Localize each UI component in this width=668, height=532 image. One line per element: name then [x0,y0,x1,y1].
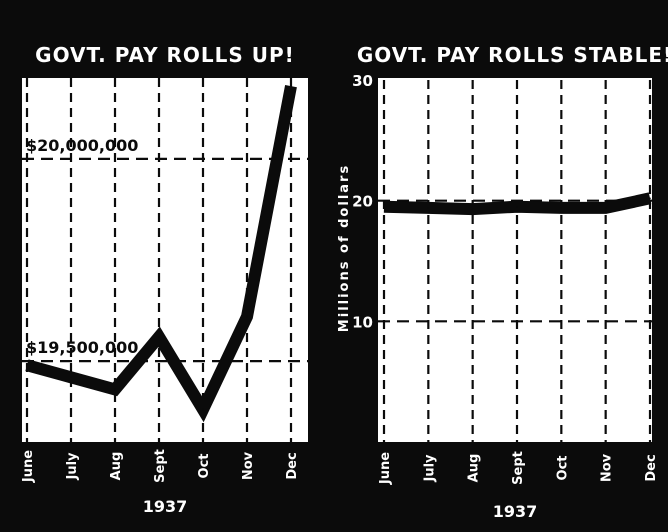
left-reference-label: $20,000,000 [26,136,138,155]
right-x-tick-label: July [422,454,437,483]
left-data-point [158,336,160,338]
left-chart-title: GOVT. PAY ROLLS UP! [35,43,295,67]
right-data-point [560,207,563,209]
right-data-point [604,207,607,209]
right-x-tick-label: Sept [511,451,526,485]
left-reference-label: $19,500,000 [26,338,138,357]
right-x-axis-label: 1937 [493,502,538,521]
left-data-point [114,388,116,391]
left-chart: GOVT. PAY ROLLS UP! $20,000,000 $19,500,0… [21,43,308,516]
right-x-tick-label: Dec [644,454,659,481]
left-x-axis-label: 1937 [143,497,188,516]
left-x-tick-labels: June July Aug Sept Oct Nov Dec [21,449,300,483]
left-data-point [202,408,204,411]
right-data-point [516,205,518,208]
right-x-tick-label: Aug [467,454,482,483]
left-x-tick-label: Sept [153,449,168,483]
right-y-tick-label: 20 [352,193,373,211]
right-vertical-grid [382,80,652,442]
right-data-point [471,208,474,210]
left-data-point [26,364,28,367]
right-y-tick-label: 10 [352,313,373,331]
left-x-tick-label: July [65,452,80,481]
left-series [25,84,297,423]
right-chart-title: GOVT. PAY ROLLS STABLE! [357,43,668,67]
left-x-tick-label: Oct [197,454,212,479]
right-plot-area [378,78,652,442]
left-vertical-grid [25,78,293,442]
right-data-point [649,197,651,200]
left-plot-area [22,78,308,442]
right-x-tick-label: Nov [600,453,615,482]
left-data-point [290,85,292,87]
right-y-tick-labels: 30 20 10 [352,72,373,331]
left-x-tick-label: Aug [109,452,124,481]
left-reference-lines: $20,000,000 $19,500,000 [22,136,308,363]
left-x-tick-label: Dec [285,452,300,479]
right-data-point [427,207,430,209]
right-horizontal-grid [378,199,652,323]
right-chart: GOVT. PAY ROLLS STABLE! 30 20 10 June July A… [337,43,668,521]
right-y-axis-label: Millions of dollars [337,164,352,332]
right-x-tick-labels: June July Aug Sept Oct Nov Dec [378,451,659,485]
left-x-tick-label: Nov [241,451,256,480]
left-data-point [70,376,72,379]
right-series [383,192,652,216]
right-data-point [383,205,385,208]
right-x-tick-label: June [378,452,393,485]
right-y-tick-label: 30 [352,72,373,90]
left-x-tick-label: June [21,450,36,483]
right-x-tick-label: Oct [555,456,570,481]
left-data-point [246,315,248,318]
